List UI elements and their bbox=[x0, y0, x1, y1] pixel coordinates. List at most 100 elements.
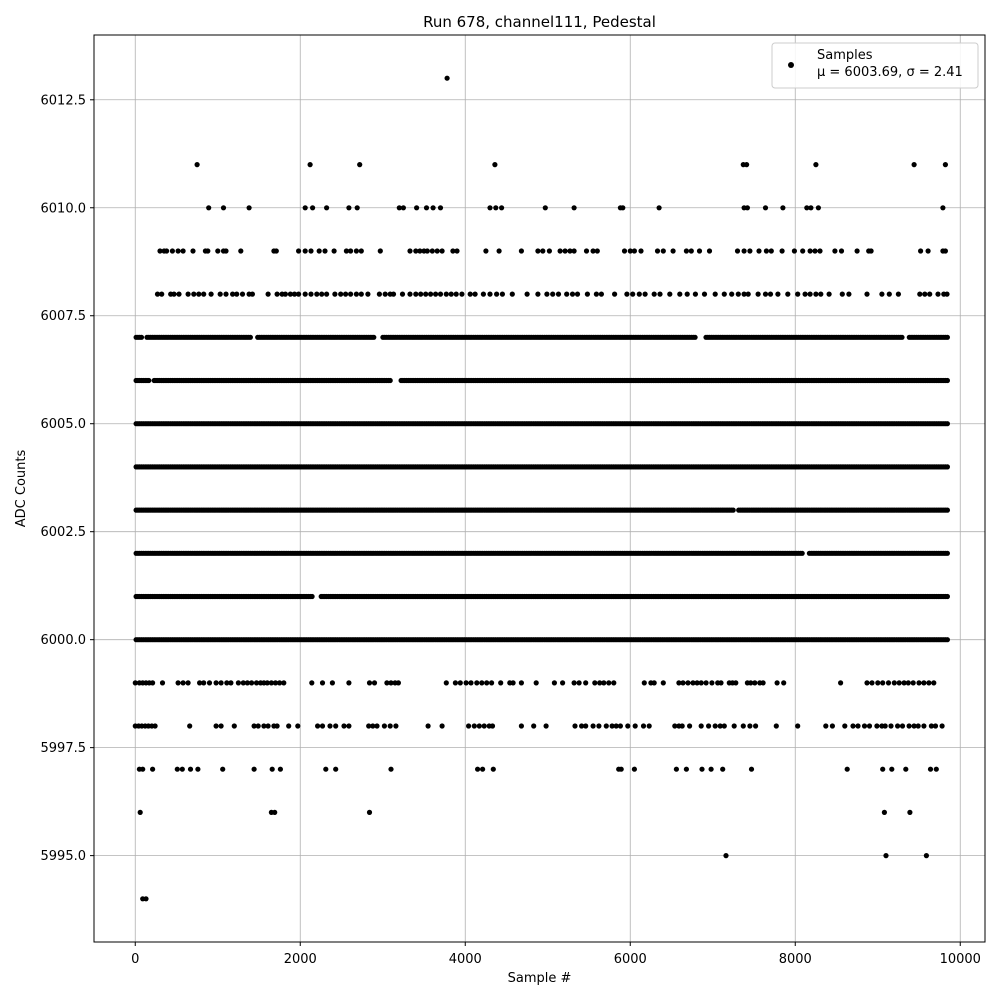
data-point bbox=[206, 205, 212, 211]
data-point bbox=[429, 248, 435, 254]
data-point bbox=[424, 248, 430, 254]
data-point bbox=[194, 162, 200, 168]
y-tick-label: 5997.5 bbox=[41, 741, 87, 756]
data-point bbox=[327, 723, 333, 729]
data-point bbox=[175, 680, 181, 686]
data-point bbox=[574, 291, 581, 297]
data-point bbox=[195, 766, 201, 772]
data-point bbox=[850, 723, 856, 729]
data-point bbox=[443, 291, 449, 297]
data-point bbox=[423, 205, 430, 211]
data-point bbox=[921, 680, 927, 686]
data-point bbox=[329, 680, 335, 686]
data-point bbox=[617, 723, 624, 729]
data-point bbox=[744, 162, 750, 168]
data-point bbox=[632, 723, 638, 729]
data-point bbox=[721, 291, 727, 297]
data-point bbox=[494, 291, 500, 297]
data-point bbox=[382, 291, 388, 297]
data-point bbox=[273, 248, 279, 254]
data-point bbox=[597, 680, 603, 686]
data-point bbox=[481, 723, 487, 729]
y-tick-label: 6005.0 bbox=[41, 417, 87, 432]
data-point bbox=[190, 248, 196, 254]
data-point bbox=[154, 291, 161, 297]
legend-series-label: Samples bbox=[817, 48, 873, 63]
data-point bbox=[875, 680, 881, 686]
data-point bbox=[915, 723, 921, 729]
data-point bbox=[480, 291, 486, 297]
data-point bbox=[543, 723, 549, 729]
data-point bbox=[855, 723, 861, 729]
data-point bbox=[247, 334, 253, 340]
data-point bbox=[206, 680, 213, 686]
data-point bbox=[621, 248, 628, 254]
data-point bbox=[348, 291, 354, 297]
data-point bbox=[791, 248, 798, 254]
data-point bbox=[346, 205, 352, 211]
data-point bbox=[249, 680, 255, 686]
data-point bbox=[609, 723, 615, 729]
data-point bbox=[201, 680, 207, 686]
data-point bbox=[630, 291, 636, 297]
data-point bbox=[590, 248, 596, 254]
data-point bbox=[723, 853, 729, 859]
data-point bbox=[238, 248, 244, 254]
data-point bbox=[509, 291, 515, 297]
data-point bbox=[164, 248, 170, 254]
data-point bbox=[407, 291, 413, 297]
data-point bbox=[496, 248, 502, 254]
data-point bbox=[187, 766, 194, 772]
data-point bbox=[308, 291, 314, 297]
x-tick-label: 2000 bbox=[284, 952, 317, 967]
data-point bbox=[651, 680, 657, 686]
data-point bbox=[657, 291, 663, 297]
data-point bbox=[922, 291, 928, 297]
x-tick-label: 0 bbox=[131, 952, 139, 967]
data-point bbox=[346, 723, 352, 729]
data-point bbox=[813, 291, 819, 297]
data-point bbox=[333, 723, 339, 729]
data-point bbox=[286, 723, 292, 729]
data-point bbox=[923, 853, 930, 859]
data-point bbox=[324, 291, 330, 297]
data-point bbox=[583, 248, 590, 254]
data-point bbox=[437, 205, 444, 211]
data-point bbox=[287, 291, 293, 297]
data-point bbox=[815, 205, 822, 211]
data-point bbox=[240, 680, 246, 686]
data-point bbox=[213, 723, 219, 729]
data-point bbox=[282, 291, 288, 297]
data-point bbox=[476, 723, 482, 729]
data-point bbox=[667, 291, 673, 297]
data-point bbox=[933, 766, 939, 772]
data-point bbox=[660, 248, 666, 254]
data-point bbox=[274, 723, 280, 729]
data-point bbox=[627, 248, 633, 254]
data-point bbox=[454, 248, 460, 254]
data-point bbox=[942, 248, 949, 254]
data-point bbox=[895, 723, 901, 729]
data-point bbox=[795, 723, 801, 729]
data-point bbox=[413, 248, 419, 254]
data-point bbox=[717, 723, 723, 729]
y-tick-label: 6007.5 bbox=[41, 309, 87, 324]
data-point bbox=[712, 723, 718, 729]
data-point bbox=[729, 291, 735, 297]
data-point bbox=[249, 291, 255, 297]
x-tick-label: 8000 bbox=[779, 952, 812, 967]
data-point bbox=[235, 680, 241, 686]
data-point bbox=[281, 680, 287, 686]
data-point bbox=[925, 248, 931, 254]
data-point bbox=[208, 291, 214, 297]
data-point bbox=[638, 248, 644, 254]
data-point bbox=[620, 205, 626, 211]
data-point bbox=[224, 680, 230, 686]
data-point bbox=[594, 248, 600, 254]
data-point bbox=[387, 723, 393, 729]
data-point bbox=[518, 723, 525, 729]
data-point bbox=[823, 723, 829, 729]
legend-marker bbox=[788, 62, 794, 68]
data-point bbox=[683, 248, 690, 254]
data-point bbox=[944, 464, 951, 470]
